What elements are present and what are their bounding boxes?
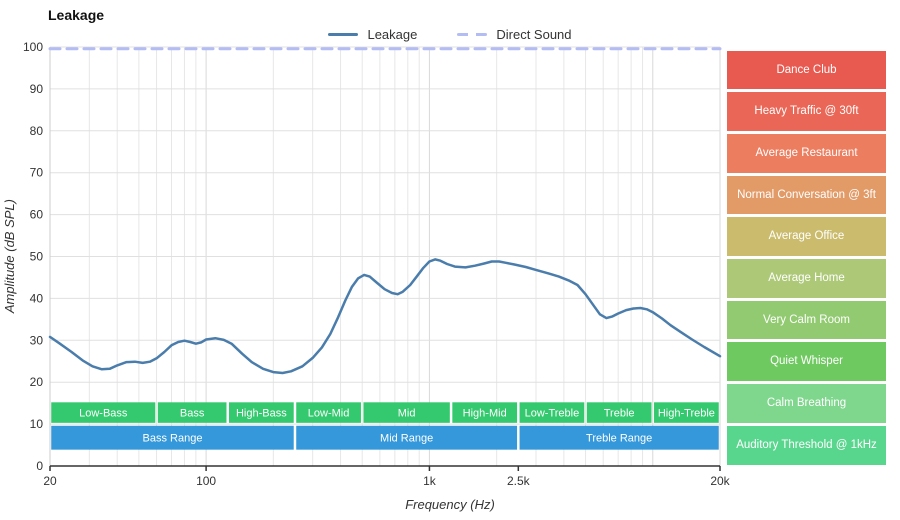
sub-band-label: Mid xyxy=(398,408,416,420)
legend-label: Direct Sound xyxy=(496,27,572,42)
dashed-line-swatch-icon xyxy=(457,33,488,36)
series-leakage xyxy=(48,258,722,375)
range-band-label: Bass Range xyxy=(143,433,203,445)
y-tick-label: 0 xyxy=(36,459,43,473)
y-axis-label-wrap: Amplitude (dB SPL) xyxy=(2,47,17,466)
range-band xyxy=(51,425,294,450)
noise-level-label: Heavy Traffic @ 30ft xyxy=(754,105,859,118)
y-tick-label: 10 xyxy=(30,417,44,431)
y-tick-label: 50 xyxy=(30,250,44,264)
noise-level-block: Heavy Traffic @ 30ft xyxy=(727,92,886,131)
range-band xyxy=(519,425,719,450)
noise-level-label: Average Restaurant xyxy=(755,146,858,159)
noise-level-label: Average Office xyxy=(768,230,845,243)
sub-band-label: Bass xyxy=(180,408,205,420)
legend-label: Leakage xyxy=(367,27,418,42)
line-swatch-icon xyxy=(328,33,359,36)
y-tick-label: 60 xyxy=(30,208,44,222)
sub-band xyxy=(363,402,450,423)
y-tick-label: 30 xyxy=(30,333,44,347)
sub-band xyxy=(51,402,156,423)
y-tick-label: 90 xyxy=(30,82,44,96)
range-band-label: Mid Range xyxy=(380,433,433,445)
legend-item-leakage[interactable]: Leakage xyxy=(328,27,417,42)
x-tick-label: 20k xyxy=(710,474,730,488)
chart-legend: Leakage Direct Sound xyxy=(0,27,900,42)
noise-level-label: Very Calm Room xyxy=(763,313,850,326)
sub-band xyxy=(228,402,294,423)
legend-item-direct-sound[interactable]: Direct Sound xyxy=(457,27,572,42)
range-band-label: Treble Range xyxy=(586,433,652,445)
sub-band-label: High-Mid xyxy=(463,408,507,420)
noise-level-block: Average Home xyxy=(727,259,886,298)
noise-level-label: Dance Club xyxy=(776,63,837,76)
noise-level-label: Calm Breathing xyxy=(766,397,847,410)
sub-band xyxy=(519,402,585,423)
noise-level-block: Quiet Whisper xyxy=(727,342,886,382)
x-tick-label: 100 xyxy=(196,474,216,488)
sub-band xyxy=(452,402,518,423)
x-tick-label: 2.5k xyxy=(507,474,531,488)
x-tick-label: 20 xyxy=(43,474,57,488)
range-band xyxy=(296,425,518,450)
noise-level-block: Dance Club xyxy=(727,50,886,90)
y-tick-label: 80 xyxy=(30,124,44,138)
sub-band-label: Low-Mid xyxy=(308,408,350,420)
sub-band xyxy=(157,402,227,423)
sub-band xyxy=(654,402,719,423)
noise-level-block: Normal Conversation @ 3ft xyxy=(727,175,886,215)
y-tick-label: 20 xyxy=(30,375,44,389)
y-axis-label: Amplitude (dB SPL) xyxy=(2,199,17,314)
page-title: Leakage xyxy=(48,7,105,23)
y-tick-label: 40 xyxy=(30,291,44,305)
noise-level-block: Auditory Threshold @ 1kHz xyxy=(727,425,886,465)
noise-level-panel: Dance Club Heavy Traffic @ 30ft Average Re… xyxy=(727,49,886,466)
sub-band-label: High-Treble xyxy=(658,408,715,420)
sub-band xyxy=(296,402,361,423)
x-tick-label: 1k xyxy=(423,474,437,488)
sub-band xyxy=(586,402,652,423)
noise-level-block: Average Restaurant xyxy=(727,133,886,173)
y-tick-label: 70 xyxy=(30,166,44,180)
noise-level-label: Auditory Threshold @ 1kHz xyxy=(736,438,877,451)
noise-level-label: Average Home xyxy=(768,272,845,285)
noise-level-block: Average Office xyxy=(727,217,886,257)
sub-band-label: Treble xyxy=(604,408,635,420)
sub-band-label: Low-Bass xyxy=(79,408,128,420)
noise-level-block: Calm Breathing xyxy=(727,384,886,423)
x-axis-label: Frequency (Hz) xyxy=(405,497,495,512)
sub-band-label: Low-Treble xyxy=(525,408,580,420)
noise-level-label: Quiet Whisper xyxy=(770,355,843,368)
y-tick-label: 100 xyxy=(23,40,43,54)
sub-band-label: High-Bass xyxy=(236,408,287,420)
noise-level-label: Normal Conversation @ 3ft xyxy=(737,188,876,201)
noise-level-block: Very Calm Room xyxy=(727,300,886,340)
